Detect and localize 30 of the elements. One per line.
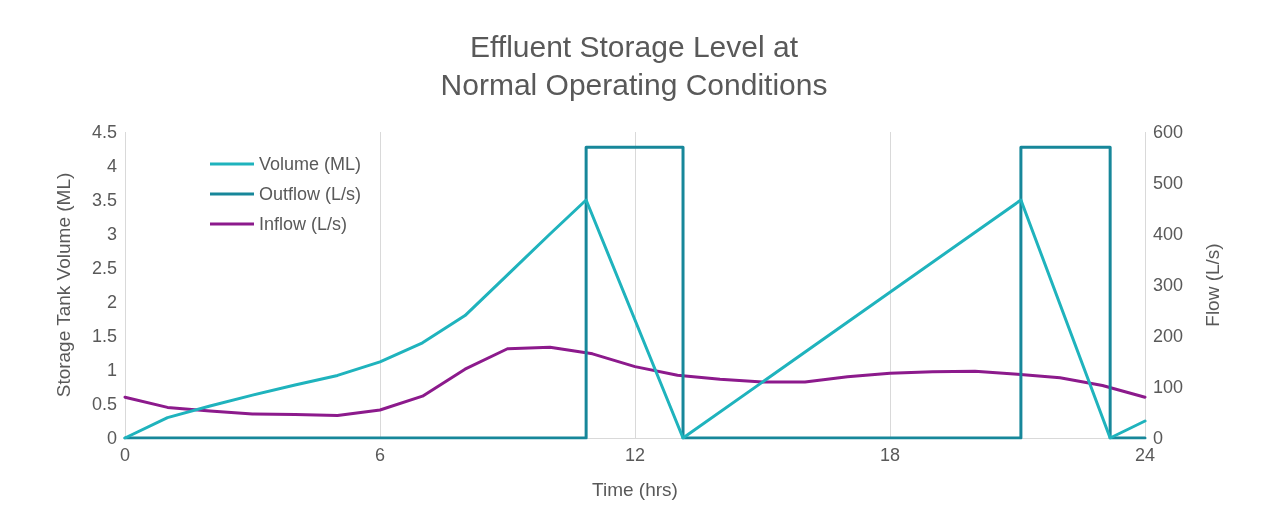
x-tick-label: 12 — [624, 445, 646, 465]
y-tick-label: 2.5 — [91, 258, 117, 278]
y2-tick-label: 500 — [1153, 173, 1184, 193]
y-tick-label: 4 — [106, 156, 117, 176]
legend-label: Outflow (L/s) — [259, 184, 362, 204]
x-axis-title: Time (hrs) — [592, 479, 678, 500]
y-tick-label: 1 — [106, 360, 117, 380]
y2-tick-label: 400 — [1153, 224, 1184, 244]
y-tick-label: 0.5 — [91, 394, 117, 414]
line-series — [123, 345, 1147, 418]
y-tick-label: 1.5 — [91, 326, 117, 346]
y2-tick-label: 200 — [1153, 326, 1184, 346]
y-tick-label: 3.5 — [91, 190, 117, 210]
x-tick-label: 18 — [879, 445, 901, 465]
y-tick-label: 3 — [106, 224, 117, 244]
y2-tick-label: 0 — [1153, 428, 1164, 448]
x-tick-label: 24 — [1134, 445, 1156, 465]
y-axis-title: Storage Tank Volume (ML) — [53, 172, 74, 398]
legend-label: Volume (ML) — [259, 154, 362, 174]
y-tick-label: 2 — [106, 292, 117, 312]
y2-tick-label: 600 — [1153, 122, 1184, 142]
y2-tick-label: 300 — [1153, 275, 1184, 295]
y2-tick-label: 100 — [1153, 377, 1184, 397]
legend-label: Inflow (L/s) — [259, 214, 348, 234]
chart-title: Effluent Storage Level at Normal Operating Conditions — [440, 29, 828, 101]
x-tick-label: 6 — [374, 445, 386, 465]
y2-axis-title: Flow (L/s) — [1202, 243, 1223, 327]
y-tick-label: 4.5 — [91, 122, 117, 142]
x-tick-label: 0 — [119, 445, 131, 465]
y-tick-label: 0 — [106, 428, 117, 448]
